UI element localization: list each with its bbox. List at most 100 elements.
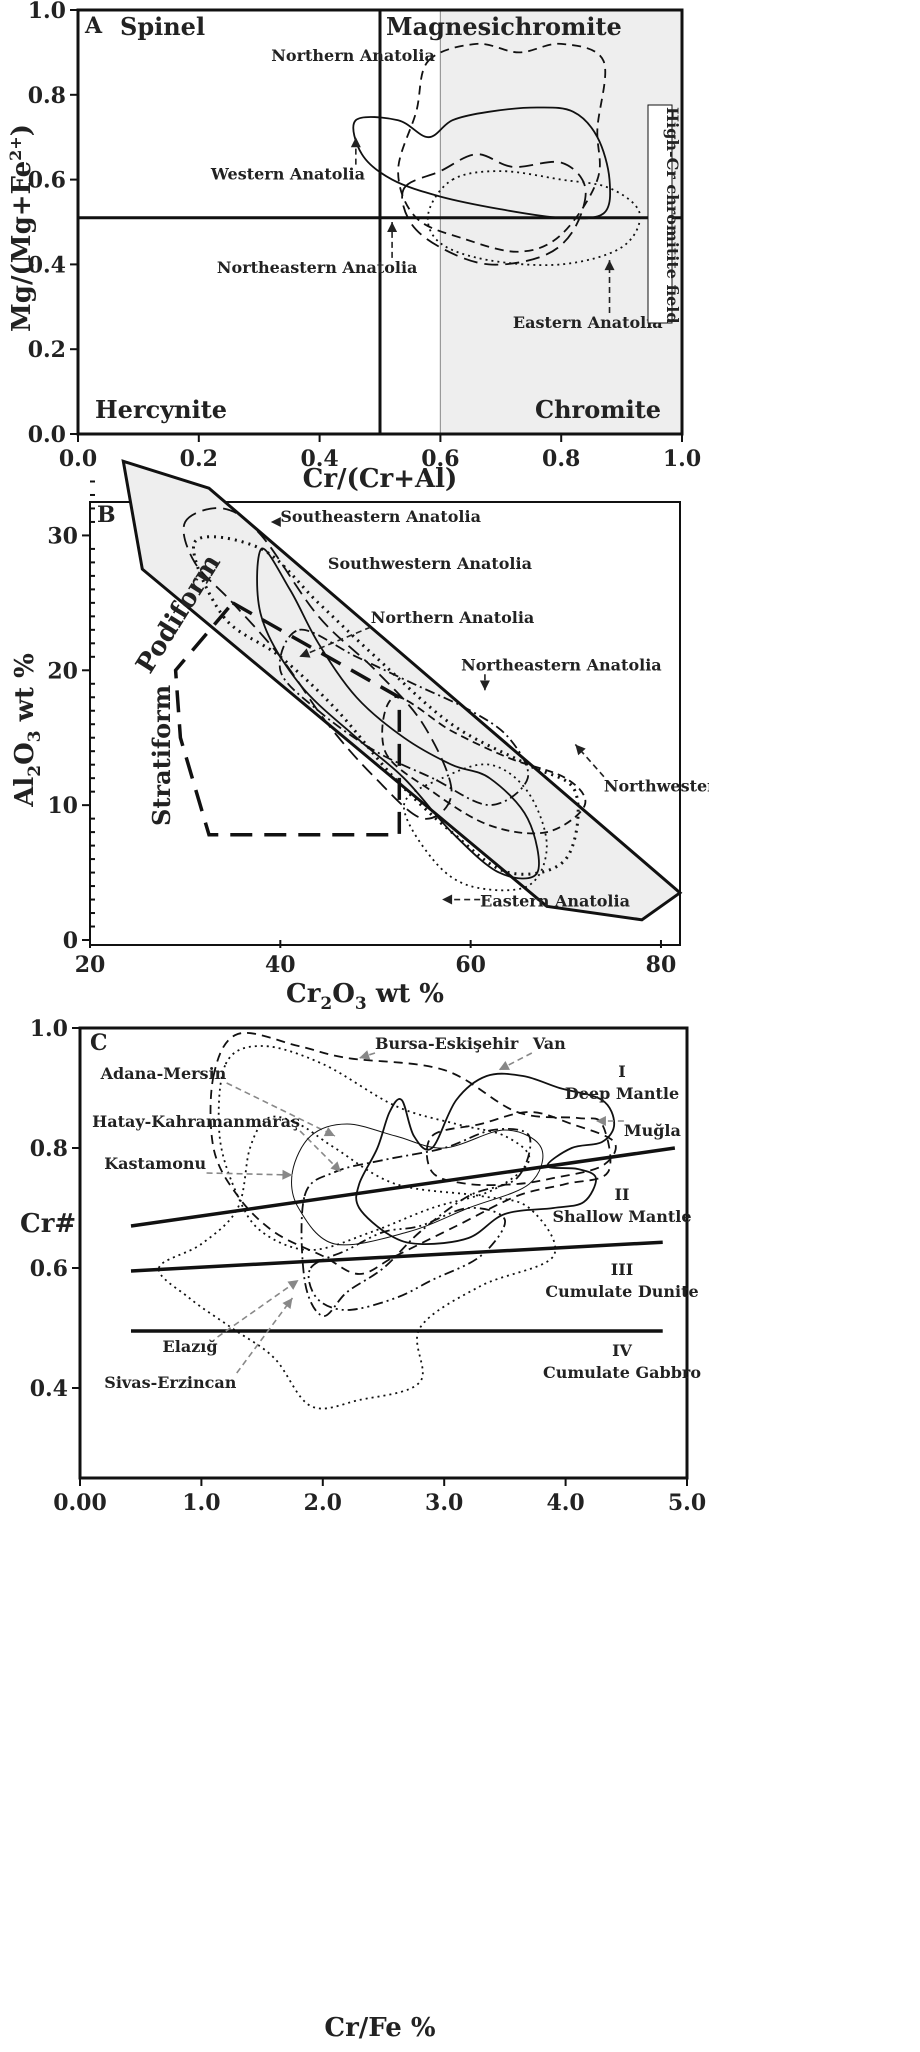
- panel-c-y-tick-label: 0.6: [30, 1256, 68, 1282]
- panel-b-region-northwestern-anatolia-arrowhead: [575, 744, 586, 756]
- panel-c-region-hatay-kahramanmaras-arrowhead: [330, 1161, 342, 1172]
- panel-a-x-tick-label: 0.6: [421, 446, 459, 472]
- panel-c-region-mugla-arrowhead: [595, 1116, 606, 1126]
- panel-c-region-bursa-eskisehir-label: Bursa-Eskişehir: [375, 1034, 519, 1053]
- panel-b-x-tick-label: 60: [455, 952, 486, 978]
- panel-b-region-eastern-anatolia-arrowhead: [442, 894, 453, 905]
- panel-c-region-mugla-label: Muğla: [624, 1121, 681, 1140]
- panel-b-region-eastern-anatolia-label: Eastern Anatolia: [480, 891, 630, 910]
- panel-c-y-tick-label: 0.4: [30, 1376, 68, 1402]
- panel-a-region-eastern-anatolia-arrowhead: [604, 260, 615, 271]
- panel-b-y-tick-label: 0: [63, 928, 78, 954]
- panel-a-region-eastern-anatolia-outline: [426, 170, 641, 267]
- panel-a-region-northeastern-anatolia-label: Northeastern Anatolia: [217, 258, 418, 277]
- panel-c-region-bursa-eskisehir-arrowhead: [359, 1050, 371, 1060]
- panel-b-region-northern-anatolia-leader: [299, 626, 372, 658]
- panel-b-x-label-c: wt %: [367, 979, 444, 1009]
- panel-c-region-sivas-erzincan-outline: [157, 1115, 557, 1410]
- panel-c-region-kastamonu-leader: [206, 1172, 293, 1176]
- panel-c-region-elaz-g-arrowhead: [287, 1280, 299, 1290]
- panel-c-boundary-line-1: [130, 1146, 676, 1228]
- panel-b-region-northern-anatolia-outline: [256, 547, 540, 880]
- panel-a-y-tick-label: 0.6: [28, 168, 66, 194]
- panel-c-x-tick-label: 5.0: [668, 1490, 706, 1516]
- panel-b-region-northern-anatolia-arrowhead: [299, 648, 311, 658]
- panel-c-region-van-label: Van: [532, 1034, 566, 1053]
- panel-a-field-spinel: Spinel: [120, 12, 205, 41]
- panel-a-region-western-anatolia-outline: [352, 106, 612, 220]
- panel-b-x-label-a: Cr: [286, 979, 321, 1009]
- panel-c-region-van-arrowhead: [498, 1060, 511, 1070]
- panel-a-y-axis-label-main: Mg/(Mg+Fe: [7, 161, 37, 332]
- panel-c-region-kastamonu-outline: [291, 1123, 544, 1246]
- panel-c-letter: C: [90, 1030, 108, 1056]
- panel-a-shaded-field-label-box: [647, 104, 673, 324]
- panel-b-x-tick-label: 80: [646, 952, 677, 978]
- panel-b-x-tick-label: 40: [265, 952, 296, 978]
- panel-c-region-sivas-erzincan-arrowhead: [282, 1298, 293, 1310]
- panel-b-y-label-sub: 2: [25, 765, 45, 777]
- panel-b-region-southeastern-anatolia-arrowhead: [270, 516, 281, 527]
- panel-a-y-tick-label: 1.0: [28, 0, 66, 24]
- panel-a-x-tick-label: 0.2: [180, 446, 218, 472]
- panel-c-region-adana-mersin-outline: [217, 1045, 531, 1251]
- panel-b-podiform-field: [121, 459, 683, 922]
- panel-c-region-kastamonu-arrowhead: [282, 1169, 293, 1180]
- panel-b: Southeastern Anatolia Southwestern Anatol…: [10, 459, 709, 1014]
- panel-b-y-label-b: O: [10, 742, 40, 765]
- panel-c-region-adana-mersin-leader: [226, 1082, 336, 1137]
- panel-c-region-sivas-erzincan-leader: [236, 1297, 294, 1374]
- panel-c-zone-cumulate-dunite-numeral: III: [611, 1260, 633, 1279]
- panel-b-y-label-a: Al: [10, 777, 40, 808]
- panel-b-x-label-b: O: [332, 979, 355, 1009]
- panel-a-y-axis-label-sup: 2+: [6, 136, 25, 161]
- panel-c-zone-deep-mantle-label: Deep Mantle: [565, 1084, 679, 1103]
- panel-a-y-tick-label: 0.2: [28, 337, 66, 363]
- panel-a-x-axis-label: Cr/(Cr+Al): [303, 464, 458, 494]
- panel-b-y-axis-label: Al2O3 wt %: [10, 653, 45, 808]
- panel-c-region-van-outline: [355, 1072, 616, 1245]
- panel-b-y-label-c: wt %: [10, 653, 40, 730]
- figure-canvas: Northern Anatolia Western Anatolia Northea…: [6, 0, 709, 2043]
- panel-a-x-tick-label: 0.4: [300, 446, 338, 472]
- panel-b-x-tick-label: 20: [75, 952, 106, 978]
- panel-b-region-northwestern-anatolia-label: Northwestern Anatolia: [604, 777, 709, 796]
- panel-c-zone-deep-mantle-numeral: I: [618, 1062, 625, 1081]
- panel-a-x-tick-label: 1.0: [663, 446, 701, 472]
- panel-c-region-elaz-g-leader: [217, 1279, 299, 1338]
- panel-a-region-eastern-anatolia-label: Eastern Anatolia: [513, 313, 663, 332]
- panel-c-y-tick-label: 1.0: [30, 1016, 68, 1042]
- panel-b-stratiform-label: Stratiform: [147, 685, 176, 826]
- panel-c-x-tick-label: 3.0: [425, 1490, 463, 1516]
- panel-a-y-tick-label: 0.8: [28, 83, 66, 109]
- panel-b-region-southeastern-anatolia-outline: [182, 507, 453, 820]
- panel-b-region-southeastern-anatolia-label: Southeastern Anatolia: [280, 507, 481, 526]
- panel-a-region-western-anatolia-label: Western Anatolia: [210, 165, 365, 184]
- panel-b-x-label-sub2: 3: [355, 994, 367, 1014]
- panel-a-y-tick-label: 0.0: [28, 422, 66, 448]
- panel-c-zone-cumulate-gabbro-numeral: IV: [612, 1341, 632, 1360]
- panel-a-region-northern-anatolia-label: Northern Anatolia: [271, 46, 435, 65]
- panel-a-field-chromite: Chromite: [535, 395, 661, 424]
- panel-b-x-axis-label: Cr2O3 wt %: [286, 979, 444, 1014]
- panel-b-region-northern-anatolia-label: Northern Anatolia: [371, 608, 535, 627]
- panel-c-region-sivas-erzincan-label: Sivas-Erzincan: [104, 1373, 236, 1392]
- panel-b-x-label-sub: 2: [320, 994, 332, 1014]
- panel-c-region-elaz-g-outline: [307, 1207, 506, 1311]
- panel-c-y-axis-label: Cr#: [20, 1209, 76, 1239]
- panel-a-y-axis-label-close: ): [7, 124, 37, 136]
- panel-a-region-northeastern-anatolia-arrowhead: [387, 222, 398, 232]
- panel-c-y-tick-label: 0.8: [30, 1136, 68, 1162]
- panel-c-frame: [78, 1026, 689, 1480]
- panel-c-region-bursa-eskisehir-outline: [209, 1032, 612, 1275]
- panel-c-zone-cumulate-gabbro-label: Cumulate Gabbro: [543, 1363, 701, 1382]
- panel-a-x-tick-label: 0.8: [542, 446, 580, 472]
- panel-c-x-tick-label: 1.0: [182, 1490, 220, 1516]
- panel-c-x-tick-label: 4.0: [546, 1490, 584, 1516]
- panel-a-letter: A: [84, 13, 103, 39]
- panel-a: Northern Anatolia Western Anatolia Northea…: [6, 0, 701, 494]
- panel-c-boundary-line-2: [130, 1240, 663, 1273]
- panel-c-x-tick-label: 0.00: [53, 1490, 107, 1516]
- panel-c-region-hatay-kahramanmaras-label: Hatay-Kahramanmaraş: [92, 1112, 300, 1131]
- panel-a-region-western-anatolia-arrowhead: [350, 137, 361, 148]
